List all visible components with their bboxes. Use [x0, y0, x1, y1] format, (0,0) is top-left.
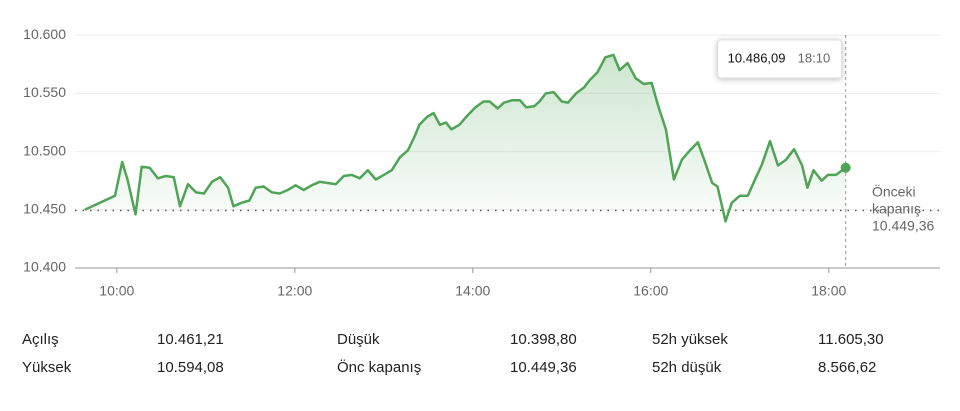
stat-value: 10.449,36 — [510, 359, 577, 376]
tooltip: 10.486,09 18:10 — [717, 39, 843, 79]
y-tick-label: 10.400 — [23, 259, 66, 275]
y-tick-label: 10.550 — [23, 84, 66, 100]
x-tick-label: 12:00 — [277, 283, 312, 299]
x-tick-label: 10:00 — [99, 283, 134, 299]
stat-label: 52h düşük — [652, 359, 722, 376]
tooltip-time: 18:10 — [798, 50, 831, 65]
y-tick-label: 10.600 — [23, 26, 66, 42]
price-line — [84, 53, 847, 223]
tooltip-value: 10.486,09 — [728, 50, 786, 65]
previous-close-label: 10.449,36 — [872, 218, 934, 234]
stat-label: 52h yüksek — [652, 331, 728, 348]
area — [84, 54, 846, 222]
y-tick-label: 10.450 — [23, 200, 66, 216]
stat-label: Önc kapanış — [337, 358, 421, 376]
x-tick-label: 14:00 — [455, 283, 490, 299]
stat-value: 11.605,30 — [818, 331, 884, 348]
previous-close-title: kapanış — [872, 201, 921, 217]
stat-value: 10.398,80 — [510, 331, 577, 348]
y-tick-label: 10.500 — [23, 142, 66, 158]
tooltip-box — [717, 39, 843, 79]
stat-label: Düşük — [337, 331, 380, 348]
last-point — [840, 162, 851, 173]
x-tick-label: 18:00 — [811, 283, 846, 299]
stat-value: 10.461,21 — [157, 331, 224, 348]
previous-close-title: Önceki — [872, 183, 916, 200]
stat-label: Yüksek — [22, 359, 72, 376]
x-tick-label: 16:00 — [633, 283, 668, 299]
stat-label: Açılış — [22, 331, 59, 348]
stat-value: 10.594,08 — [157, 359, 224, 376]
stat-value: 8.566,62 — [818, 359, 876, 376]
